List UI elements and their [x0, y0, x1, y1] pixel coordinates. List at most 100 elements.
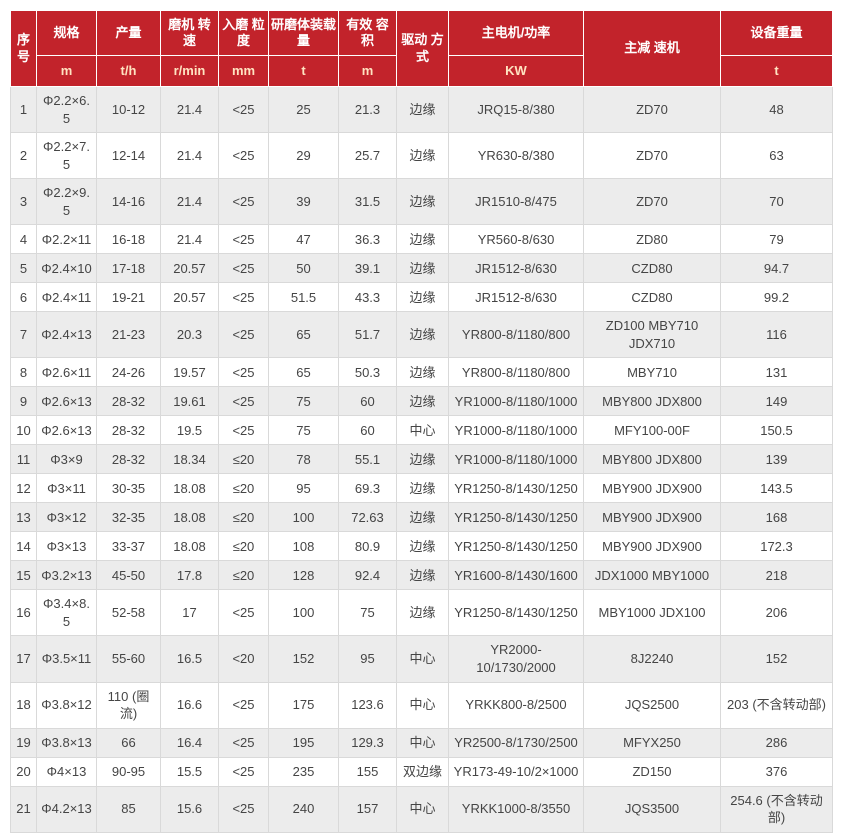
cell-reducer: MBY900 JDX900 — [583, 531, 721, 562]
cell-spec: Φ2.6×13 — [36, 386, 97, 417]
cell-drive-type: 边缘 — [396, 560, 449, 591]
cell-speed: 18.08 — [160, 502, 219, 533]
cell-output: 10-12 — [96, 85, 161, 134]
header-motor-power: 主电机/功率 — [448, 10, 584, 56]
cell-drive-type: 边缘 — [396, 589, 449, 637]
cell-feed-size: <25 — [218, 785, 269, 833]
cell-seq: 9 — [10, 386, 37, 417]
cell-spec: Φ3.2×13 — [36, 560, 97, 591]
cell-drive-type: 边缘 — [396, 224, 449, 255]
cell-media-load: 25 — [268, 85, 339, 134]
cell-speed: 19.57 — [160, 357, 219, 388]
cell-volume: 50.3 — [338, 357, 397, 388]
cell-output: 16-18 — [96, 224, 161, 255]
cell-output: 17-18 — [96, 253, 161, 284]
cell-spec: Φ3×12 — [36, 502, 97, 533]
cell-volume: 129.3 — [338, 727, 397, 758]
cell-motor-power: YR2000-10/1730/2000 — [448, 635, 584, 683]
cell-feed-size: <25 — [218, 756, 269, 787]
header-feed-size: 入磨 粒度 — [218, 10, 269, 56]
cell-seq: 12 — [10, 473, 37, 504]
cell-output: 32-35 — [96, 502, 161, 533]
cell-motor-power: YR1000-8/1180/1000 — [448, 415, 584, 446]
cell-feed-size: <25 — [218, 415, 269, 446]
header-spec: 规格 — [36, 10, 97, 56]
cell-reducer: ZD150 — [583, 756, 721, 787]
cell-output: 14-16 — [96, 178, 161, 226]
cell-spec: Φ3×9 — [36, 444, 97, 475]
cell-motor-power: YRKK1000-8/3550 — [448, 785, 584, 833]
cell-drive-type: 双边缘 — [396, 756, 449, 787]
cell-seq: 6 — [10, 282, 37, 313]
header-volume: 有效 容积 — [338, 10, 397, 56]
cell-speed: 17 — [160, 589, 219, 637]
cell-speed: 15.6 — [160, 785, 219, 833]
cell-seq: 10 — [10, 415, 37, 446]
cell-output: 90-95 — [96, 756, 161, 787]
cell-reducer: JQS2500 — [583, 681, 721, 729]
cell-drive-type: 中心 — [396, 727, 449, 758]
cell-motor-power: JR1510-8/475 — [448, 178, 584, 226]
cell-drive-type: 边缘 — [396, 132, 449, 180]
cell-drive-type: 中心 — [396, 785, 449, 833]
table-row: 13 Φ3×12 32-35 18.08 ≤20 100 72.63 边缘 YR1250-8/1… — [10, 502, 833, 533]
cell-volume: 60 — [338, 386, 397, 417]
cell-media-load: 128 — [268, 560, 339, 591]
table-row: 16 Φ3.4×8.5 52-58 17 <25 100 75 边缘 YR1250-8/1430… — [10, 589, 833, 637]
cell-seq: 14 — [10, 531, 37, 562]
mill-spec-table: 序号 规格 产量 磨机 转速 入磨 粒度 研磨体装载量 有效 容积 驱动 方式 … — [10, 10, 833, 833]
cell-spec: Φ3×11 — [36, 473, 97, 504]
cell-seq: 20 — [10, 756, 37, 787]
cell-drive-type: 边缘 — [396, 502, 449, 533]
cell-drive-type: 边缘 — [396, 444, 449, 475]
table-row: 4 Φ2.2×11 16-18 21.4 <25 47 36.3 边缘 YR560-8/630 Z… — [10, 224, 833, 255]
cell-volume: 69.3 — [338, 473, 397, 504]
cell-seq: 18 — [10, 681, 37, 729]
cell-reducer: MBY800 JDX800 — [583, 444, 721, 475]
table-row: 15 Φ3.2×13 45-50 17.8 ≤20 128 92.4 边缘 YR1600-8/1… — [10, 560, 833, 591]
cell-feed-size: <25 — [218, 282, 269, 313]
cell-reducer: JQS3500 — [583, 785, 721, 833]
header-speed: 磨机 转速 — [160, 10, 219, 56]
cell-reducer: MBY900 JDX900 — [583, 473, 721, 504]
header-media-load: 研磨体装载量 — [268, 10, 339, 56]
cell-reducer: JDX1000 MBY1000 — [583, 560, 721, 591]
cell-speed: 16.4 — [160, 727, 219, 758]
cell-motor-power: JRQ15-8/380 — [448, 85, 584, 134]
cell-output: 12-14 — [96, 132, 161, 180]
table-row: 20 Φ4×13 90-95 15.5 <25 235 155 双边缘 YR173-49-10/… — [10, 756, 833, 787]
cell-media-load: 100 — [268, 502, 339, 533]
cell-motor-power: YR1250-8/1430/1250 — [448, 589, 584, 637]
cell-seq: 15 — [10, 560, 37, 591]
cell-speed: 20.57 — [160, 282, 219, 313]
cell-weight: 168 — [720, 502, 833, 533]
header-drive-type: 驱动 方式 — [396, 10, 449, 87]
table-row: 10 Φ2.6×13 28-32 19.5 <25 75 60 中心 YR1000-8/1180… — [10, 415, 833, 446]
cell-weight: 131 — [720, 357, 833, 388]
table-row: 19 Φ3.8×13 66 16.4 <25 195 129.3 中心 YR2500-8/173… — [10, 727, 833, 758]
cell-motor-power: YR630-8/380 — [448, 132, 584, 180]
cell-feed-size: <25 — [218, 357, 269, 388]
cell-media-load: 65 — [268, 311, 339, 359]
header-spec-unit: m — [36, 55, 97, 87]
cell-motor-power: YR1000-8/1180/1000 — [448, 386, 584, 417]
cell-output: 66 — [96, 727, 161, 758]
table-row: 14 Φ3×13 33-37 18.08 ≤20 108 80.9 边缘 YR1250-8/14… — [10, 531, 833, 562]
header-feed-size-unit: mm — [218, 55, 269, 87]
cell-output: 45-50 — [96, 560, 161, 591]
cell-weight: 206 — [720, 589, 833, 637]
cell-output: 19-21 — [96, 282, 161, 313]
cell-reducer: MBY1000 JDX100 — [583, 589, 721, 637]
cell-drive-type: 边缘 — [396, 386, 449, 417]
cell-drive-type: 中心 — [396, 415, 449, 446]
cell-output: 30-35 — [96, 473, 161, 504]
cell-weight: 48 — [720, 85, 833, 134]
cell-spec: Φ3×13 — [36, 531, 97, 562]
cell-drive-type: 边缘 — [396, 531, 449, 562]
cell-volume: 155 — [338, 756, 397, 787]
cell-motor-power: YR800-8/1180/800 — [448, 311, 584, 359]
header-media-load-unit: t — [268, 55, 339, 87]
cell-feed-size: <25 — [218, 727, 269, 758]
cell-reducer: ZD100 MBY710 JDX710 — [583, 311, 721, 359]
cell-motor-power: YR1250-8/1430/1250 — [448, 502, 584, 533]
